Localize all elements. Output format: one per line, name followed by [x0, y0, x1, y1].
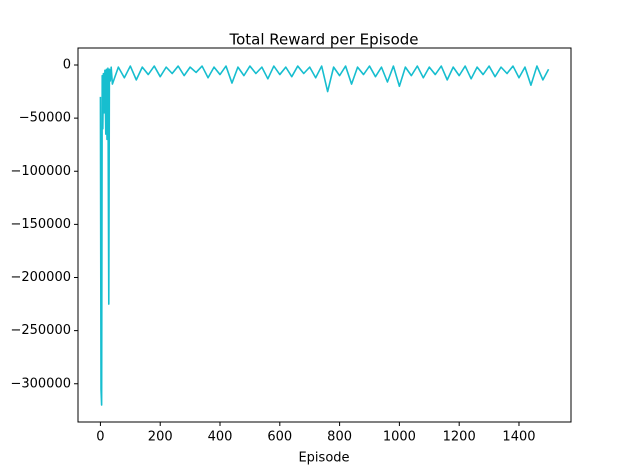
x-tick-label: 1000: [383, 430, 416, 445]
y-tick-label: −150000: [10, 217, 71, 232]
y-tick-label: 0: [63, 58, 71, 73]
plot-frame: [77, 47, 572, 423]
series-line: [99, 65, 550, 406]
y-tick-label: −300000: [10, 376, 71, 391]
y-tick-label: −100000: [10, 164, 71, 179]
x-tick-label: 1200: [443, 430, 476, 445]
y-tick-label: −50000: [19, 111, 71, 126]
chart-title: Total Reward per Episode: [228, 31, 418, 49]
x-tick-label: 1400: [502, 430, 535, 445]
x-tick-label: 600: [267, 430, 292, 445]
x-tick-label: 0: [96, 430, 104, 445]
x-tick-label: 800: [327, 430, 352, 445]
x-tick-label: 200: [148, 430, 173, 445]
x-tick-label: 400: [208, 430, 233, 445]
y-tick-label: −200000: [10, 270, 71, 285]
y-tick-label: −250000: [10, 323, 71, 338]
x-axis-label: Episode: [298, 451, 349, 466]
